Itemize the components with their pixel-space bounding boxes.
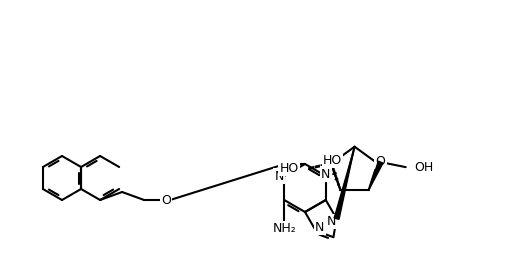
Text: OH: OH xyxy=(414,161,434,174)
Text: O: O xyxy=(376,155,386,168)
Text: N: N xyxy=(315,221,325,234)
Text: N: N xyxy=(275,170,284,182)
Text: NH₂: NH₂ xyxy=(272,222,296,235)
Text: HO: HO xyxy=(279,162,299,175)
Text: N: N xyxy=(321,167,330,181)
Text: HO: HO xyxy=(323,154,342,167)
Text: O: O xyxy=(161,193,171,207)
Text: HO: HO xyxy=(323,154,342,167)
Polygon shape xyxy=(369,161,383,190)
Polygon shape xyxy=(334,147,355,219)
Text: N: N xyxy=(327,215,336,228)
